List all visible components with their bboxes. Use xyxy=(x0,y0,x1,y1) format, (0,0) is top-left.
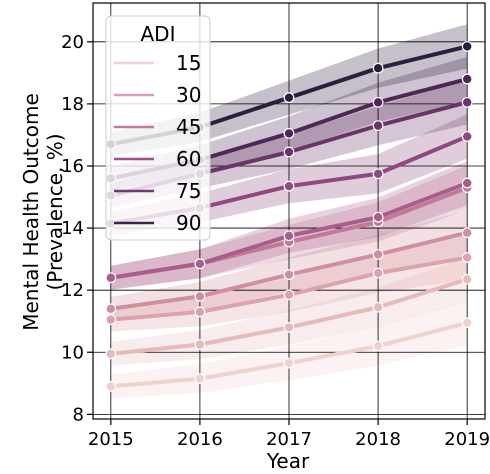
data-point xyxy=(105,303,117,315)
data-point xyxy=(461,41,473,52)
y-axis-title-line-1: Mental Health Outcome xyxy=(19,93,43,331)
data-point xyxy=(194,373,206,385)
y-tick-label: 20 xyxy=(61,32,84,53)
data-point xyxy=(461,252,473,263)
y-tick-label: 18 xyxy=(61,94,84,115)
data-point xyxy=(372,267,384,279)
data-point xyxy=(372,301,384,313)
legend-label: 75 xyxy=(176,179,201,203)
data-point xyxy=(105,348,117,360)
data-point xyxy=(461,131,473,142)
data-point xyxy=(283,269,295,281)
legend-label: 90 xyxy=(176,211,201,235)
y-axis-ticks: 8 10 12 14 16 18 20 xyxy=(61,32,93,425)
data-point xyxy=(283,357,295,369)
data-point xyxy=(372,168,384,180)
x-axis-title: Year xyxy=(266,449,310,473)
data-point xyxy=(461,73,473,85)
data-point xyxy=(194,290,206,302)
data-point xyxy=(372,249,384,260)
x-tick-label: 2015 xyxy=(88,429,134,450)
data-point xyxy=(461,177,473,189)
y-tick-label: 10 xyxy=(61,342,84,363)
legend: ADI 15 30 45 60 75 90 xyxy=(105,15,211,241)
data-point xyxy=(283,146,295,158)
legend-label: 45 xyxy=(176,115,201,139)
data-point xyxy=(461,227,473,239)
x-tick-label: 2019 xyxy=(444,429,490,450)
data-point xyxy=(194,258,206,270)
data-point xyxy=(283,322,295,333)
legend-box xyxy=(105,15,211,241)
y-tick-label: 8 xyxy=(73,404,84,425)
x-tick-label: 2016 xyxy=(177,429,223,450)
data-point xyxy=(461,317,473,329)
data-point xyxy=(194,306,206,318)
legend-label: 30 xyxy=(176,83,201,107)
x-axis-ticks: 2015 2016 2017 2018 2019 xyxy=(88,419,490,450)
data-point xyxy=(283,289,295,301)
data-point xyxy=(194,339,206,350)
y-tick-label: 12 xyxy=(61,280,84,301)
legend-label: 60 xyxy=(176,147,201,171)
data-point xyxy=(283,92,295,104)
legend-title: ADI xyxy=(141,22,176,46)
x-tick-label: 2018 xyxy=(355,429,401,450)
legend-label: 15 xyxy=(176,51,201,75)
y-tick-label: 14 xyxy=(61,218,84,239)
data-point xyxy=(372,211,384,223)
data-point xyxy=(105,314,117,326)
data-point xyxy=(372,340,384,352)
data-point xyxy=(461,96,473,108)
data-point xyxy=(283,230,295,242)
data-point xyxy=(105,381,117,392)
data-point xyxy=(105,272,117,284)
data-point xyxy=(283,127,295,139)
y-tick-label: 16 xyxy=(61,156,84,177)
data-point xyxy=(372,96,384,108)
data-point xyxy=(461,273,473,285)
y-axis-title-line-2: (Prevalence, %) xyxy=(43,133,67,290)
data-point xyxy=(283,180,295,192)
data-point xyxy=(372,120,384,132)
x-tick-label: 2017 xyxy=(266,429,312,450)
legend-items: 15 30 45 60 75 90 xyxy=(114,51,201,235)
data-point xyxy=(372,62,384,74)
